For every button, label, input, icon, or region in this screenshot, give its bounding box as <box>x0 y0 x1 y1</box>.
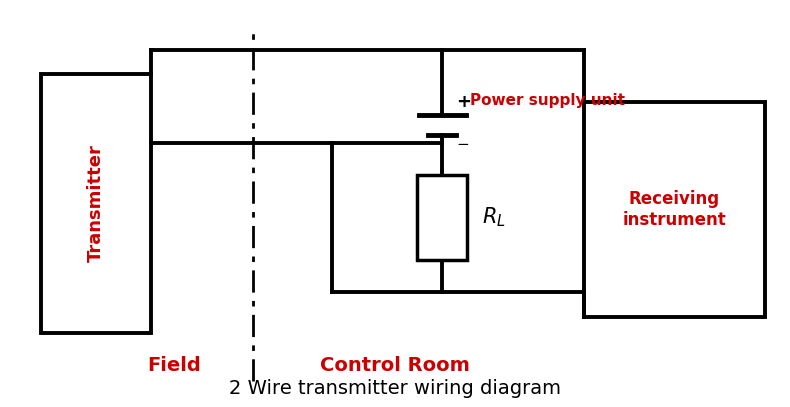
Text: Control Room: Control Room <box>320 356 470 375</box>
Text: −: − <box>457 137 469 152</box>
Bar <box>417 175 468 260</box>
Bar <box>584 103 765 317</box>
Bar <box>41 74 151 333</box>
Text: Transmitter: Transmitter <box>87 144 105 263</box>
Text: Field: Field <box>148 356 201 375</box>
Text: Receiving
instrument: Receiving instrument <box>623 190 726 229</box>
Text: 2 Wire transmitter wiring diagram: 2 Wire transmitter wiring diagram <box>229 379 561 398</box>
Text: +: + <box>457 93 472 112</box>
Text: $R_L$: $R_L$ <box>482 206 506 230</box>
Text: Power supply unit: Power supply unit <box>470 93 625 108</box>
